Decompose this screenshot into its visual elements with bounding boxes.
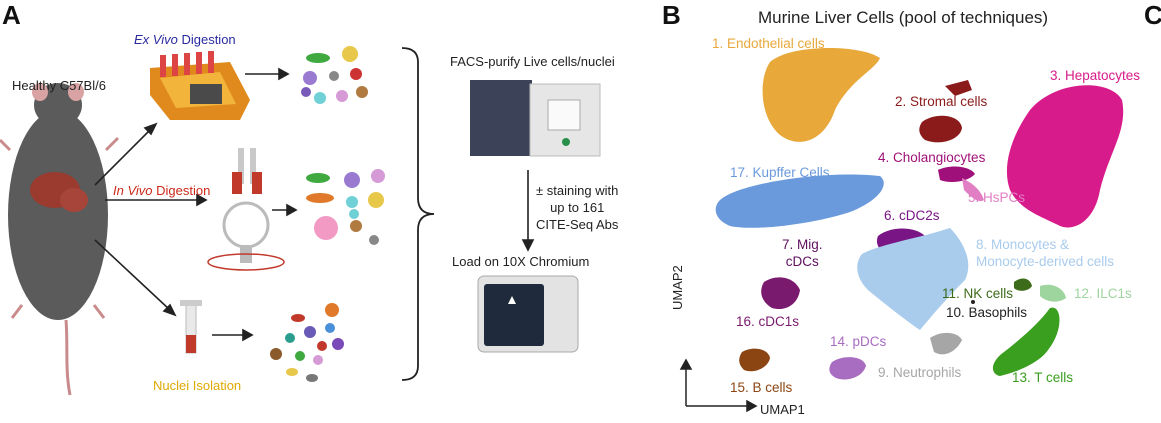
panel-letter-c: C: [1144, 0, 1161, 30]
label-hspcs: 5. HsPCs: [968, 190, 1026, 205]
grouping-brace: [401, 47, 435, 381]
mouse-illustration: [0, 83, 120, 396]
in-vivo-cells: [306, 169, 385, 245]
label-hepatocytes: 3. Hepatocytes: [1050, 68, 1141, 83]
chromium-instrument-illustration: [477, 275, 579, 353]
label-cdc2s: 6. cDC2s: [884, 208, 940, 223]
mouse-label: Healthy C57Bl/6: [12, 78, 106, 93]
cluster-t-cells: [992, 307, 1060, 376]
cluster-neutrophils: [930, 332, 962, 355]
label-neutrophils: 9. Neutrophils: [878, 365, 962, 380]
cluster-cdc1s: [761, 277, 800, 310]
cluster-kupffer: [715, 174, 884, 228]
label-monocytes: 8. Monocytes & Monocyte-derived cells: [976, 237, 1115, 269]
cluster-ilc1s: [1040, 284, 1066, 302]
ex-vivo-label: Ex Vivo Digestion: [134, 32, 236, 47]
cluster-hepatocytes: [1006, 85, 1124, 228]
label-basophils: 10. Basophils: [946, 305, 1028, 320]
cluster-cholangiocytes: [938, 166, 975, 182]
umap-x-axis-label: UMAP1: [760, 402, 805, 417]
nuclei-isolation-label: Nuclei Isolation: [153, 378, 242, 393]
facs-label: FACS-purify Live cells/nuclei: [450, 54, 615, 69]
panel-letter-b: B: [662, 0, 681, 30]
umap-title: Murine Liver Cells (pool of techniques): [758, 8, 1049, 27]
ex-vivo-cells: [301, 46, 368, 104]
digestion-device-illustration: [150, 51, 250, 120]
nuclei-particles: [270, 303, 344, 382]
workflow-illustration: [0, 46, 601, 396]
cluster-endothelial: [762, 47, 880, 142]
cluster-stromal-small: [945, 80, 972, 96]
label-mig-cdcs: 7. Mig. cDCs: [782, 237, 823, 269]
panel-letter-a: A: [2, 0, 21, 30]
label-t-cells: 13. T cells: [1012, 370, 1074, 385]
mouse-arrows: [94, 122, 208, 317]
cluster-stromal: [919, 115, 962, 143]
cluster-pdcs: [829, 357, 866, 380]
umap-y-axis-label: UMAP2: [670, 265, 685, 310]
label-cdc1s: 16. cDC1s: [736, 314, 800, 329]
label-kupffer: 17. Kupffer Cells: [730, 165, 830, 180]
in-vivo-label: In Vivo Digestion: [113, 183, 211, 198]
label-stromal: 2. Stromal cells: [895, 94, 988, 109]
staining-label: ± staining with up to 161 CITE-Seq Abs: [536, 183, 619, 232]
cluster-nk: [1014, 278, 1032, 291]
cluster-monocytes: [857, 228, 969, 330]
load-chromium-label: Load on 10X Chromium: [452, 254, 590, 269]
label-pdcs: 14. pDCs: [830, 334, 887, 349]
perfusion-apparatus-illustration: [207, 148, 285, 271]
label-ilc1s: 12. ILC1s: [1074, 286, 1132, 301]
cluster-basophils: [971, 300, 975, 304]
cluster-b-cells: [739, 348, 770, 372]
cluster-hspcs: [962, 178, 984, 202]
nuclei-isolation-illustration: [180, 300, 202, 354]
umap-axes: [679, 358, 758, 413]
label-cholangiocytes: 4. Cholangiocytes: [878, 150, 986, 165]
facs-instrument-illustration: [470, 80, 601, 157]
label-endothelial: 1. Endothelial cells: [712, 36, 825, 51]
label-b-cells: 15. B cells: [730, 380, 793, 395]
label-nk: 11. NK cells: [942, 286, 1014, 301]
